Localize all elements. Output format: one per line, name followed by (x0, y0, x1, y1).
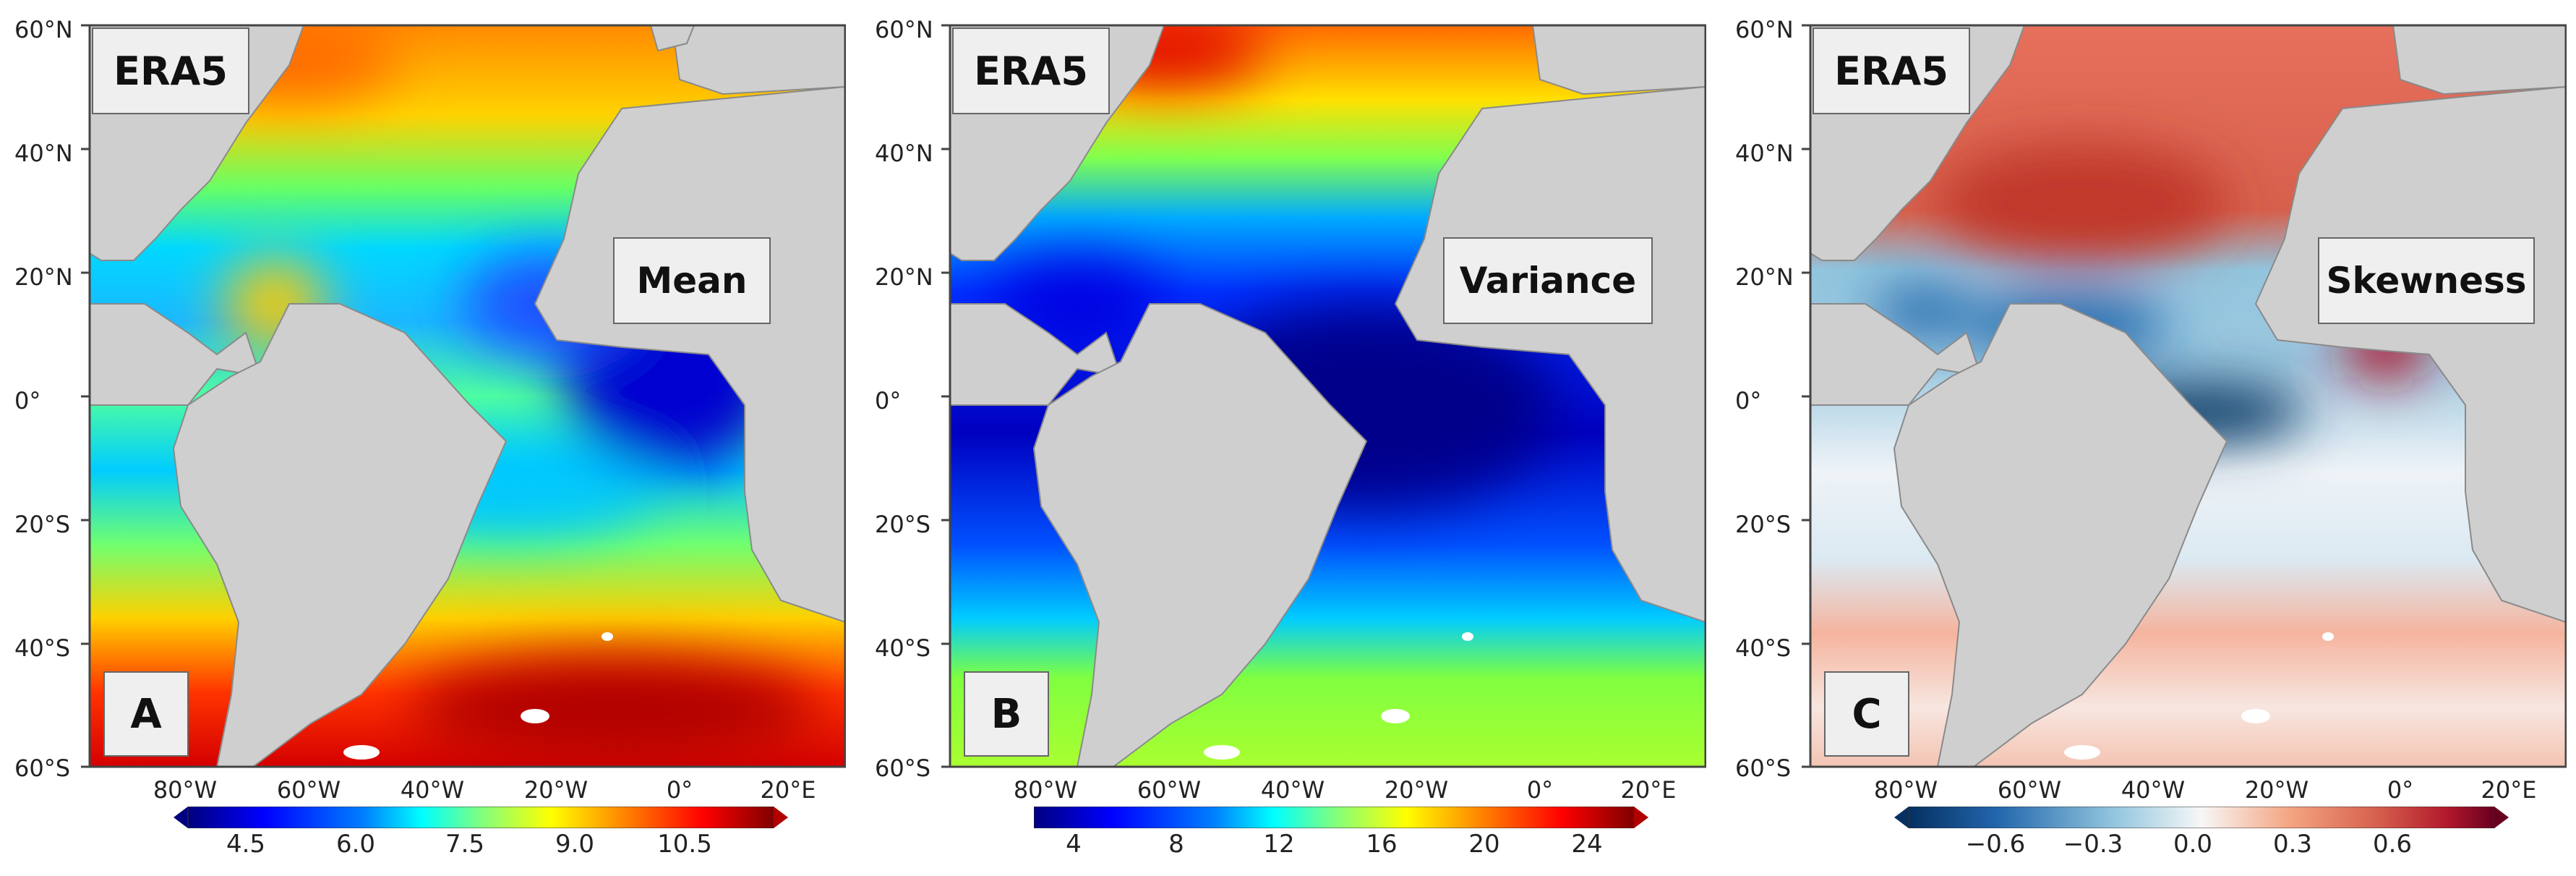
lon-tick-label: 20°W (523, 776, 589, 804)
lon-tick-label: 60°W (1997, 776, 2062, 804)
colorbar-gradient (1908, 807, 2495, 828)
lat-tick-label: 60°S (1735, 754, 1792, 782)
panel-letter: C (1824, 671, 1909, 757)
colorbar-tick-label: 9.0 (555, 830, 595, 859)
lon-tick-label: 20°E (760, 776, 816, 804)
colorbar-tick-label: 12 (1263, 830, 1295, 859)
colorbar-tick-label: 6.0 (335, 830, 376, 859)
colorbar-gradient (187, 807, 774, 828)
islands (1204, 632, 1473, 760)
lat-tick-label: 40°S (875, 634, 931, 662)
colorbar-tick-label: 20 (1468, 830, 1500, 859)
colorbar-tick-label: 10.5 (657, 830, 712, 859)
colorbar (1034, 807, 1648, 828)
panel-letter: A (103, 671, 189, 757)
colorbar-tick-label: 24 (1571, 830, 1603, 859)
statistic-label: Skewness (2318, 237, 2535, 324)
map-skewness (1802, 24, 2567, 768)
lat-tick-label: 60°N (14, 16, 73, 43)
colorbar-extend-min (1894, 807, 1909, 828)
colorbar-tick-label: 7.5 (445, 830, 485, 859)
lat-tick-marks (1802, 24, 1810, 768)
lat-tick-label: 60°S (14, 754, 71, 782)
dataset-label: ERA5 (952, 27, 1110, 114)
lon-tick-label: 40°W (400, 776, 465, 804)
colorbar-extend-max (2494, 807, 2509, 828)
lon-tick-label: 60°W (276, 776, 341, 804)
dataset-label: ERA5 (1813, 27, 1970, 114)
lat-tick-label: 60°N (875, 16, 933, 43)
lat-tick-label: 40°S (1735, 634, 1792, 662)
lat-tick-label: 40°N (875, 140, 933, 167)
lon-tick-label: 80°W (1013, 776, 1078, 804)
lon-tick-label: 20°E (2481, 776, 2537, 804)
lon-tick-label: 80°W (153, 776, 218, 804)
colorbar-extend-max (1634, 807, 1648, 828)
lat-tick-label: 40°N (1735, 140, 1794, 167)
colorbar-tick-label: 8 (1168, 830, 1184, 859)
colorbar-tick-label: 4 (1066, 830, 1082, 859)
lat-tick-marks (941, 24, 950, 768)
colorbar (1894, 807, 2509, 828)
colorbar-extend-min (174, 807, 188, 828)
colorbar-tick-label: −0.3 (2063, 830, 2123, 859)
lat-tick-label: 20°N (1735, 263, 1794, 291)
colorbar-tick-label: 4.5 (226, 830, 266, 859)
colorbar (174, 807, 788, 828)
lat-tick-label: 20°S (14, 511, 71, 538)
colorbar-tick-label: 16 (1366, 830, 1398, 859)
panel-letter: B (964, 671, 1049, 757)
lon-tick-label: 40°W (2121, 776, 2186, 804)
lon-tick-label: 20°E (1620, 776, 1677, 804)
lon-tick-label: 80°W (1873, 776, 1938, 804)
map-variance (941, 24, 1706, 768)
colorbar-tick-label: 0.0 (2173, 830, 2213, 859)
lat-tick-label: 60°N (1735, 16, 1794, 43)
lat-tick-label: 60°S (875, 754, 931, 782)
lat-tick-marks (81, 24, 90, 768)
lat-tick-label: 20°S (1735, 511, 1792, 538)
colorbar-extend-max (774, 807, 788, 828)
lon-tick-label: 0° (1526, 776, 1554, 804)
lat-tick-label: 40°N (14, 140, 73, 167)
lat-tick-label: 0° (875, 387, 902, 414)
islands (2064, 632, 2334, 760)
lat-tick-label: 20°S (875, 511, 931, 538)
lat-tick-label: 40°S (14, 634, 71, 662)
islands (343, 632, 613, 760)
lon-tick-label: 20°W (1384, 776, 1449, 804)
lon-tick-label: 40°W (1260, 776, 1325, 804)
panel-skewness: 60°N 40°N 20°N 0° 20°S 40°S 60°S 80°W 60… (1721, 0, 2567, 876)
land (950, 25, 1706, 767)
colorbar-tick-label: 0.6 (2372, 830, 2413, 859)
lat-tick-label: 0° (14, 387, 41, 414)
panel-mean: 60°N 40°N 20°N 0° 20°S 40°S 60°S 80°W 60… (0, 0, 846, 876)
colorbar-tick-label: −0.6 (1965, 830, 2026, 859)
lon-tick-label: 0° (666, 776, 693, 804)
lon-tick-label: 20°W (2244, 776, 2309, 804)
panel-variance: 60°N 40°N 20°N 0° 20°S 40°S 60°S 80°W 60… (860, 0, 1706, 876)
lat-tick-label: 20°N (875, 263, 933, 291)
colorbar-tick-label: 0.3 (2272, 830, 2313, 859)
statistic-label: Variance (1443, 237, 1653, 324)
lat-tick-label: 0° (1735, 387, 1762, 414)
colorbar-gradient (1034, 807, 1635, 828)
lat-tick-label: 20°N (14, 263, 73, 291)
lon-tick-label: 0° (2387, 776, 2414, 804)
statistic-label: Mean (613, 237, 771, 324)
lon-tick-label: 60°W (1137, 776, 1202, 804)
dataset-label: ERA5 (92, 27, 249, 114)
